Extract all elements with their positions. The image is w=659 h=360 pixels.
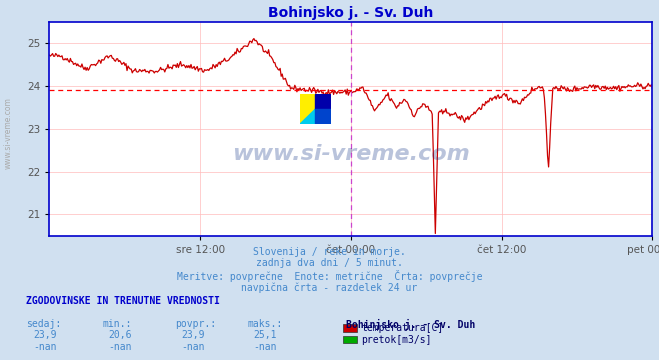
Text: navpična črta - razdelek 24 ur: navpična črta - razdelek 24 ur (241, 282, 418, 293)
Text: pretok[m3/s]: pretok[m3/s] (361, 335, 432, 345)
Text: sedaj:: sedaj: (26, 319, 61, 329)
Text: -nan: -nan (181, 342, 205, 352)
Text: -nan: -nan (33, 342, 57, 352)
Title: Bohinjsko j. - Sv. Duh: Bohinjsko j. - Sv. Duh (268, 6, 434, 21)
Text: povpr.:: povpr.: (175, 319, 215, 329)
Text: www.si-vreme.com: www.si-vreme.com (232, 144, 470, 165)
Text: Meritve: povprečne  Enote: metrične  Črta: povprečje: Meritve: povprečne Enote: metrične Črta:… (177, 270, 482, 282)
Text: -nan: -nan (109, 342, 132, 352)
Text: Slovenija / reke in morje.: Slovenija / reke in morje. (253, 247, 406, 257)
Text: min.:: min.: (102, 319, 132, 329)
Text: maks.:: maks.: (247, 319, 282, 329)
Text: 23,9: 23,9 (33, 330, 57, 340)
Polygon shape (300, 109, 316, 125)
Polygon shape (300, 94, 316, 109)
Text: 25,1: 25,1 (254, 330, 277, 340)
Text: zadnja dva dni / 5 minut.: zadnja dva dni / 5 minut. (256, 258, 403, 269)
Polygon shape (316, 109, 331, 125)
Text: www.si-vreme.com: www.si-vreme.com (3, 97, 13, 169)
Polygon shape (300, 109, 316, 125)
Text: 23,9: 23,9 (181, 330, 205, 340)
Text: ZGODOVINSKE IN TRENUTNE VREDNOSTI: ZGODOVINSKE IN TRENUTNE VREDNOSTI (26, 296, 220, 306)
Text: Bohinjsko j. - Sv. Duh: Bohinjsko j. - Sv. Duh (346, 319, 475, 330)
Text: -nan: -nan (254, 342, 277, 352)
Polygon shape (316, 94, 331, 109)
Text: 20,6: 20,6 (109, 330, 132, 340)
Text: temperatura[C]: temperatura[C] (361, 323, 444, 333)
